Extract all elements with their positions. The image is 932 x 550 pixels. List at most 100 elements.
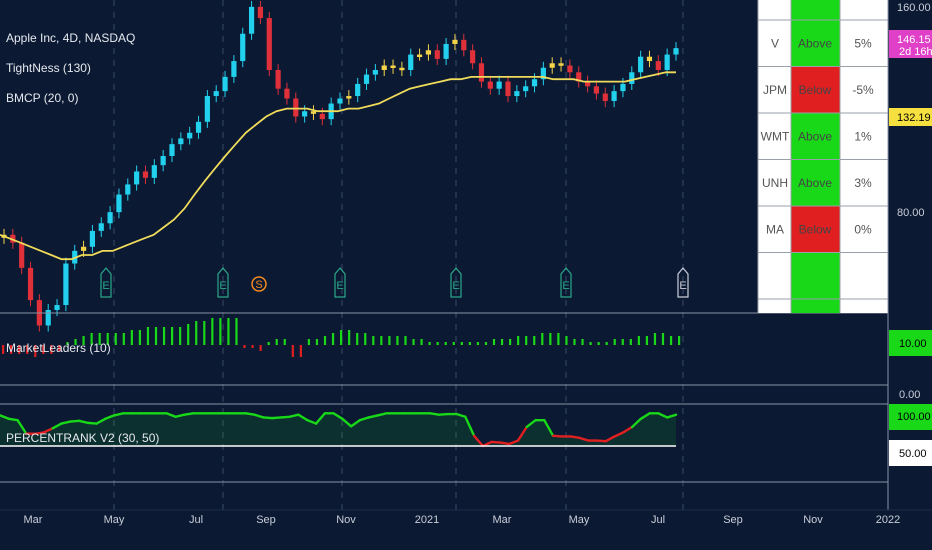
percentrank-segment [16,418,28,435]
candle-body [514,91,520,97]
leaders-bar [621,339,624,345]
time-axis[interactable]: Mar May Jul Sep Nov 2021 Mar May Jul Sep Nov 2022 [24,514,901,526]
leaders-bar [525,336,528,345]
table-symbol: MA [766,222,784,236]
earnings-marker[interactable]: E [450,267,462,298]
split-marker[interactable]: S [251,276,267,292]
leaders-bar [138,330,142,345]
candle-body [63,263,69,306]
table-pct: -5% [852,83,874,97]
candle-body [231,61,237,77]
percentrank-threshold-tag [889,440,932,466]
table-symbol: WMT [761,129,790,143]
candle-body [584,81,591,87]
candle-body [452,39,458,44]
percentrank-segment [349,418,362,428]
legend-symbol[interactable]: Apple Inc, 4D, NASDAQ [6,31,135,45]
table-pct: 0% [854,222,872,236]
leaders-bar [613,339,616,345]
candle-body [187,132,193,139]
leaders-bar [299,345,302,357]
leaders-bar [533,336,536,345]
table-status: Above [798,176,832,190]
candle-body [222,76,228,92]
leaders-bar [348,330,351,345]
percentrank-segment [666,413,678,419]
percentrank-segment [376,412,388,417]
candle-body [576,72,582,82]
table-row[interactable]: UNH Above 3% [762,159,872,207]
leaders-value: 10.00 [899,338,927,350]
candle-body [284,88,290,99]
leaders-bar [195,321,198,345]
leaders-bar [26,345,29,354]
candle-body [45,310,51,326]
table-status: Below [799,83,832,97]
last-price-tag [889,30,932,58]
svg-text:E: E [219,280,226,292]
leaders-bar [243,345,246,348]
leaders-bar [98,333,101,345]
percentrank-segment [437,412,449,416]
candle-body [443,43,449,59]
leaders-bar [653,333,657,345]
candle-body [629,72,635,84]
table-row[interactable]: MA Below 0% [766,206,872,253]
percentrank-threshold-value: 50.00 [899,448,927,460]
candle-body [134,171,140,185]
leaders-bar [42,345,45,354]
legend-tightness[interactable]: TightNess (130) [6,61,91,75]
status-cell [791,66,840,113]
earnings-marker[interactable]: E [677,267,689,298]
table-row[interactable]: JPM Below -5% [763,66,874,114]
candle-body [142,171,149,178]
earnings-marker[interactable]: E [217,267,229,298]
time-axis-label: Sep [256,514,276,526]
percentrank-segment [622,425,634,434]
legend-market-leaders[interactable]: MarketLeaders (10) [6,341,111,355]
percentrank-segment [69,419,81,423]
candle-body [372,70,378,75]
candle-body [10,234,16,243]
percentrank-segment [490,440,502,444]
candle-body [151,165,157,178]
table-row[interactable]: V Above 5% [771,20,872,67]
legend-bmcp[interactable]: BMCP (20, 0) [6,91,78,105]
percentrank-segment [279,415,291,419]
leaders-bar [58,345,61,351]
candle-body [107,212,113,224]
percentrank-segment [77,419,89,425]
leaders-bar [573,339,576,345]
candle-body [195,121,202,133]
percentrank-segment [288,413,300,418]
percentrank-segment [33,431,46,435]
leaders-bar [90,333,93,345]
leaders-bar [307,339,311,345]
percentrank-segment [60,420,72,425]
legend-percentrank[interactable]: PERCENTRANK V2 (30, 50) [6,431,159,445]
percentrank-segment [507,439,520,446]
candle-body [673,48,679,55]
ma-price-tag [889,108,932,126]
candle-body [293,98,299,117]
leaders-bar [420,339,423,345]
candle-body [19,242,25,268]
earnings-marker[interactable]: E [100,267,112,298]
table-row[interactable]: WMT Above 1% [761,113,872,160]
percentrank-segment [332,412,344,420]
last-price-value: 146.15 [897,34,931,46]
percentrank-segment [639,412,651,420]
candle-body [80,246,87,251]
earnings-marker[interactable]: E [560,267,572,298]
candle-body [257,6,264,19]
percentrank-segment [428,412,441,416]
leaders-bar [82,336,85,345]
status-cell [791,20,840,67]
percentrank-value-tag [889,404,932,430]
price-axis-bg[interactable] [888,0,932,550]
earnings-marker[interactable]: E [334,267,346,298]
candle-body [160,155,166,166]
leaders-bar [162,327,166,345]
